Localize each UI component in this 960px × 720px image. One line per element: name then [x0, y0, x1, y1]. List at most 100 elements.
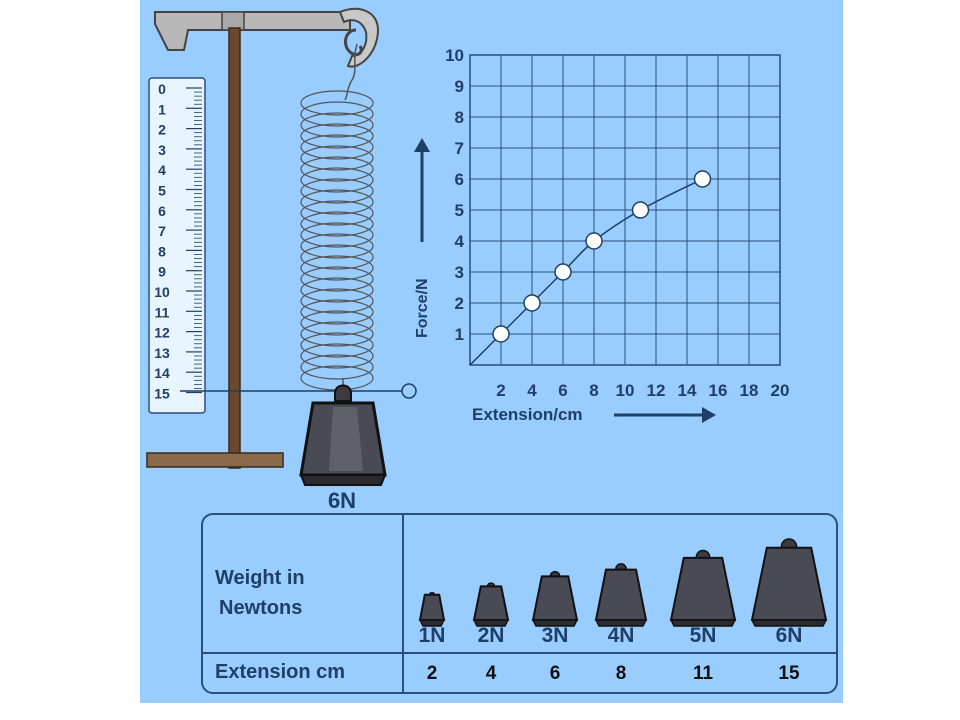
x-tick-label: 10 [616, 381, 635, 400]
weight-cell: 3N [510, 515, 600, 652]
weight-cell: 2N [446, 515, 536, 652]
weight-label: 1N [418, 624, 446, 647]
y-tick-label: 8 [455, 108, 464, 127]
spring-coil [300, 90, 374, 116]
weight-icon [669, 549, 737, 627]
y-tick-label: 3 [455, 263, 464, 282]
stand-base [146, 452, 284, 468]
spring-coil [300, 211, 374, 237]
y-tick-labels: 1 2 3 4 5 6 7 8 9 10 [445, 46, 464, 344]
x-tick-label: 8 [589, 381, 598, 400]
ruler-tick-label: 6 [158, 203, 166, 219]
ruler-tick-label: 10 [154, 284, 170, 300]
weight-header-line1: Weight in [215, 567, 305, 589]
spring-coil [300, 145, 374, 171]
x-tick-label: 14 [678, 381, 697, 400]
data-point [693, 170, 712, 188]
data-point [554, 263, 572, 281]
spring-coil [300, 343, 374, 369]
y-tick-label: 7 [455, 139, 464, 158]
spring-coil [300, 233, 374, 259]
spring-coil [300, 123, 374, 149]
spring-coil [300, 354, 374, 380]
stand-rod [228, 27, 241, 469]
y-tick-label: 2 [455, 294, 464, 313]
hook-clamp [338, 7, 380, 68]
spring-coil [300, 277, 374, 303]
extension-value: 15 [778, 663, 800, 684]
data-point [492, 325, 510, 343]
y-tick-label: 9 [455, 77, 464, 96]
ruler-tick-label: 7 [158, 223, 166, 239]
data-point [585, 232, 603, 250]
extension-header: Extension cm [215, 661, 346, 683]
ruler-tick-label: 9 [158, 264, 166, 280]
spring-coil [300, 178, 374, 204]
x-tick-label: 6 [558, 381, 567, 400]
ruler-tick-label: 15 [154, 386, 170, 402]
ruler-tick-label: 11 [155, 304, 170, 320]
spring-hanger [344, 43, 358, 101]
spring-coil [300, 321, 374, 347]
ruler-tick-label: 2 [158, 122, 166, 138]
ruler-tick-label: 13 [154, 345, 170, 361]
extension-value: 4 [485, 663, 497, 684]
x-tick-label: 2 [496, 381, 505, 400]
weight-icon [472, 582, 510, 627]
data-point [631, 201, 650, 219]
weight-icon [750, 538, 828, 627]
weight-label: 2N [477, 624, 505, 647]
y-axis-title: Force/N [414, 278, 431, 338]
spring-coil [300, 310, 374, 336]
weight-extension-table: Weight in Newtons Extension cm 1N 2N 3N 4N 5… [201, 513, 838, 694]
y-tick-label: 10 [445, 46, 464, 65]
x-tick-label: 20 [771, 381, 790, 400]
weight-icon [418, 591, 446, 627]
weight-header: Weight in Newtons [215, 563, 305, 623]
grid-lines [470, 55, 780, 365]
ruler-tick-label: 5 [158, 183, 166, 199]
spring-coil [300, 332, 374, 358]
weight-icon [531, 570, 579, 627]
ruler-tick-label: 3 [158, 142, 166, 158]
y-tick-label: 5 [455, 201, 464, 220]
spring-coil [300, 299, 374, 325]
spring-coil [300, 200, 374, 226]
weight-cell: 1N [387, 515, 477, 652]
spring-coil [300, 101, 374, 127]
weight-icon [594, 563, 648, 627]
hanging-weight [299, 384, 387, 486]
y-axis-arrow-head [414, 138, 430, 152]
spring-coil [300, 189, 374, 215]
weight-label: 6N [775, 624, 803, 647]
spring-coil [300, 288, 374, 314]
weight-cell: 6N [744, 515, 834, 652]
x-tick-label: 4 [527, 381, 537, 400]
weight-cell: 4N [576, 515, 666, 652]
hook-icon [343, 28, 363, 56]
ruler-tick-label: 4 [158, 162, 166, 178]
x-tick-label: 16 [709, 381, 728, 400]
spring-coil [300, 156, 374, 182]
extension-value: 2 [426, 663, 438, 684]
hanging-weight-label: 6N [328, 488, 356, 513]
data-point [523, 294, 541, 312]
table-divider-horizontal [203, 652, 836, 654]
ruler [148, 77, 206, 414]
y-tick-label: 1 [455, 325, 464, 344]
spring-coil [300, 112, 374, 138]
x-tick-labels: 2 4 6 8 10 12 14 16 18 20 [496, 381, 789, 400]
y-tick-label: 6 [455, 170, 464, 189]
weight-label: 3N [541, 624, 569, 647]
extension-value: 6 [549, 663, 561, 684]
spring-coil [300, 255, 374, 281]
extension-value: 8 [615, 663, 627, 684]
data-points [492, 170, 712, 343]
extension-value: 11 [692, 663, 714, 684]
spring-coil [300, 134, 374, 160]
ruler-tick-label: 12 [154, 325, 170, 341]
spring-coil [300, 266, 374, 292]
weight-header-line2: Newtons [219, 597, 303, 619]
